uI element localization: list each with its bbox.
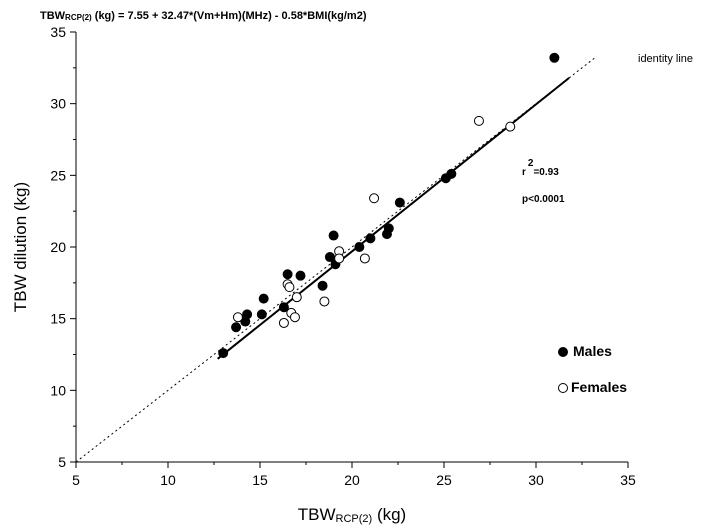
x-tick-label: 15: [252, 472, 268, 488]
data-point-males: [231, 322, 242, 333]
x-axis-label: TBWRCP(2) (kg): [298, 505, 406, 525]
data-point-males: [258, 293, 269, 304]
legend-label-males: Males: [573, 343, 612, 359]
data-point-females: [232, 312, 243, 323]
data-point-males: [549, 52, 560, 63]
y-tick-label: 35: [50, 24, 66, 40]
data-point-males: [383, 223, 394, 234]
data-point-males: [278, 302, 289, 313]
data-point-males: [354, 242, 365, 252]
x-tick-label: 30: [528, 472, 544, 488]
y-tick-label: 15: [50, 311, 66, 327]
legend: Males Females: [558, 343, 627, 395]
data-point-males: [242, 309, 253, 320]
y-axis-label: TBW dilution (kg): [11, 182, 30, 312]
stats-annotation: r2=0.93 p<0.0001: [522, 158, 565, 205]
x-tick-label: 35: [620, 472, 636, 488]
regression-line: [217, 77, 570, 360]
data-point-females: [289, 312, 300, 323]
identity-line-label: identity line: [638, 53, 693, 65]
data-point-males: [295, 270, 306, 281]
data-point-males: [218, 348, 229, 359]
y-tick-label: 20: [50, 239, 66, 255]
legend-marker-males: [558, 347, 568, 357]
y-axis: 5 10 15 20 25 30 35: [50, 24, 77, 470]
x-tick-label: 5: [72, 472, 80, 488]
data-point-males: [394, 197, 405, 208]
x-axis: 5 10 15 20 25 30 35: [72, 461, 636, 488]
data-point-females: [319, 296, 330, 307]
data-point-females: [278, 317, 289, 328]
data-point-males: [446, 168, 457, 179]
data-point-males: [256, 309, 267, 320]
x-tick-label: 10: [160, 472, 176, 488]
data-point-females: [284, 282, 295, 293]
data-point-males: [365, 233, 376, 244]
x-tick-label: 20: [344, 472, 360, 488]
r-squared-label: r2=0.93: [522, 158, 559, 178]
data-point-males: [282, 269, 293, 280]
chart-title: TBWRCP(2) (kg) = 7.55 + 32.47*(Vm+Hm)(MH…: [40, 10, 367, 22]
data-point-females: [334, 253, 345, 264]
y-tick-label: 25: [50, 167, 66, 183]
data-point-females: [473, 115, 484, 126]
data-point-females: [359, 253, 370, 264]
data-point-males: [328, 230, 339, 241]
y-tick-label: 5: [58, 454, 66, 470]
y-tick-label: 30: [50, 96, 66, 112]
y-tick-label: 10: [50, 382, 66, 398]
legend-label-females: Females: [571, 379, 627, 395]
data-point-females: [291, 292, 302, 303]
p-value-label: p<0.0001: [522, 194, 565, 205]
data-point-males: [317, 280, 328, 291]
data-point-females: [505, 121, 516, 132]
data-point-females: [369, 193, 380, 204]
legend-marker-females: [558, 383, 568, 393]
x-tick-label: 25: [436, 472, 452, 488]
